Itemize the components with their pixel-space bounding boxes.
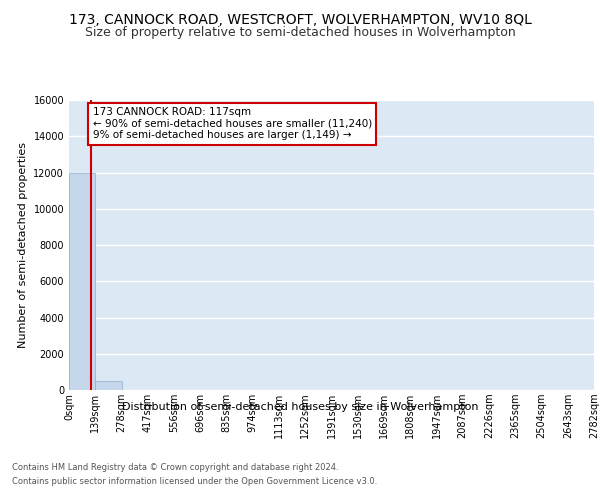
Text: Size of property relative to semi-detached houses in Wolverhampton: Size of property relative to semi-detach…: [85, 26, 515, 39]
Text: 173 CANNOCK ROAD: 117sqm
← 90% of semi-detached houses are smaller (11,240)
9% o: 173 CANNOCK ROAD: 117sqm ← 90% of semi-d…: [92, 108, 372, 140]
Text: Contains HM Land Registry data © Crown copyright and database right 2024.: Contains HM Land Registry data © Crown c…: [12, 464, 338, 472]
Text: 173, CANNOCK ROAD, WESTCROFT, WOLVERHAMPTON, WV10 8QL: 173, CANNOCK ROAD, WESTCROFT, WOLVERHAMP…: [68, 12, 532, 26]
Text: Distribution of semi-detached houses by size in Wolverhampton: Distribution of semi-detached houses by …: [122, 402, 478, 412]
Text: Contains public sector information licensed under the Open Government Licence v3: Contains public sector information licen…: [12, 477, 377, 486]
Y-axis label: Number of semi-detached properties: Number of semi-detached properties: [18, 142, 28, 348]
Bar: [95, 381, 121, 390]
Bar: [69, 172, 95, 390]
